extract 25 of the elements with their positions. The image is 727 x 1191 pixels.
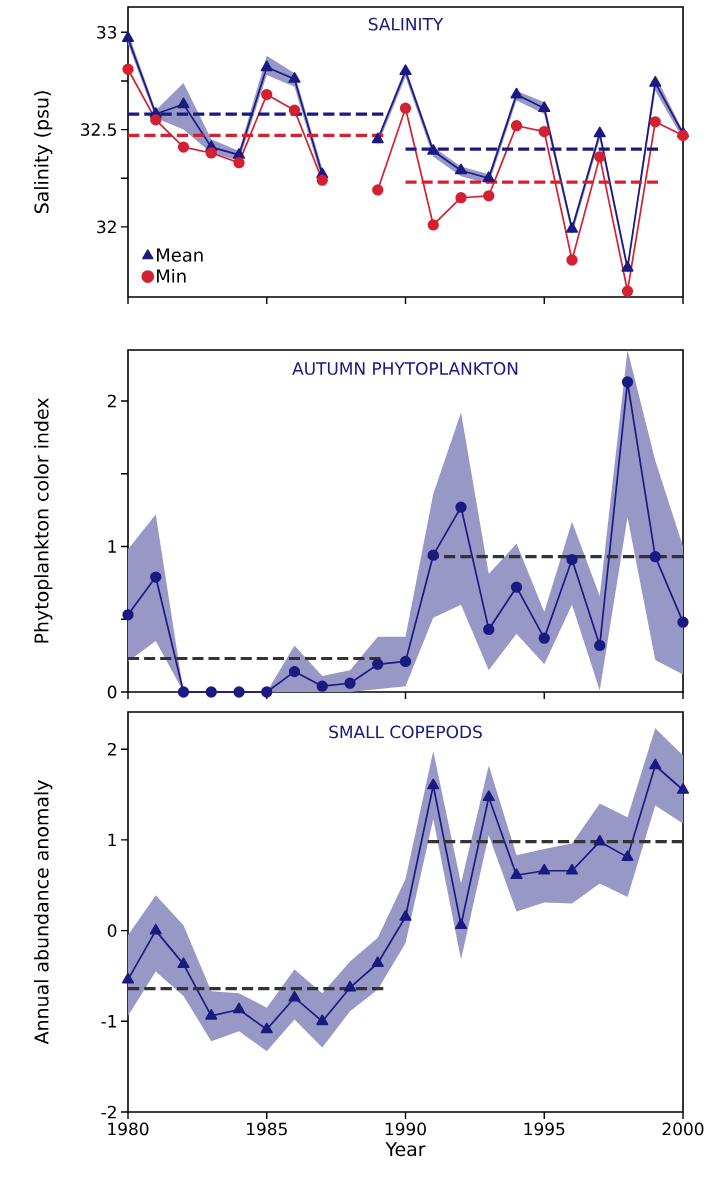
y-tick-label: 1: [108, 540, 116, 553]
x-tick-label: 2000: [662, 1122, 704, 1136]
text: SALINITY: [368, 17, 444, 31]
text: SMALL COPEPODS: [329, 725, 482, 739]
y-tick-label: 0: [107, 924, 117, 937]
y-tick-label: 0: [107, 685, 117, 699]
y-axis-title: Salinity (psu): [34, 91, 53, 214]
y-tick-label: 32: [97, 220, 116, 234]
y-tick-label: 2: [107, 742, 116, 756]
y-tick-label: 33: [97, 25, 117, 39]
y-tick-label: 2: [107, 394, 116, 408]
legend-label: Mean: [157, 248, 203, 262]
y-tick-label: 1: [108, 833, 116, 847]
y-tick-label: 32.5: [81, 123, 116, 136]
x-tick-label: 1980: [108, 1122, 149, 1136]
x-tick-label: 1985: [247, 1122, 287, 1136]
y-tick-label: -2: [101, 1105, 116, 1119]
x-tick-label: 1995: [524, 1122, 565, 1136]
y-axis-title: Annual abundance anomaly: [34, 780, 53, 1045]
x-tick-label: 1990: [385, 1122, 426, 1136]
text: AUTUMN PHYTOPLANKTON: [292, 362, 518, 375]
y-tick-label: -1: [101, 1015, 116, 1028]
legend-label: Min: [157, 268, 186, 283]
x-axis-title: Year: [385, 1142, 426, 1157]
y-axis-title: Phytoplankton color index: [34, 398, 53, 643]
